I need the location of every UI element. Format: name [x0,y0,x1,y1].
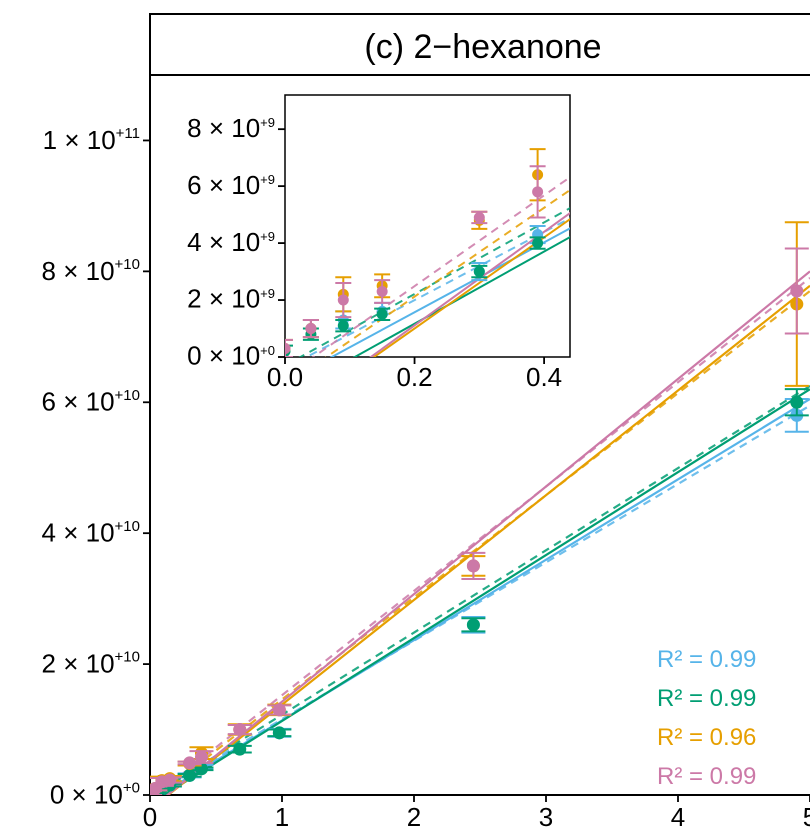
main-y-tick-label: 2 × 10+10 [42,648,140,678]
main-x-tick-label: 1 [275,802,289,832]
data-point-pink [157,773,182,787]
main-y-tick-label: 0 × 10+0 [50,779,140,809]
fit-line-dashed-blue [152,404,810,795]
main-x-tick-label: 4 [671,802,685,832]
inset-x-tick-label: 0.4 [526,362,562,392]
main-x-tick-label: 5 [803,802,810,832]
main-x-tick-label: 0 [143,802,157,832]
inset-data-points [285,143,733,357]
r2-annotations: R² = 0.99 R² = 0.99 R² = 0.96 R² = 0.99 [657,646,756,790]
data-point-green [374,307,391,321]
data-point-green [461,617,486,633]
fit-line-green [162,388,810,795]
data-point-green [529,236,546,250]
data-point-pink [227,723,252,737]
data-point-pink [189,750,214,764]
r2-orange: R² = 0.96 [657,724,756,751]
data-point-pink [374,279,391,304]
data-point-pink [784,247,809,335]
main-fit-lines [151,270,810,795]
data-point-pink [267,703,292,717]
data-point-green [335,318,352,333]
data-point-pink [335,281,352,319]
inset-y-tick-label: 8 × 10+9 [187,113,275,143]
data-point-pink [529,165,546,219]
main-y-tick-label: 6 × 10+10 [42,387,140,417]
inset-background [284,94,571,358]
main-data-points [150,221,809,795]
data-point-pink [461,551,486,580]
inset-y-tick-label: 6 × 10+9 [187,170,275,200]
inset-x-tick-label: 0.0 [267,362,303,392]
main-x-tick-label: 2 [407,802,421,832]
fit-line-dashed-pink [154,277,810,795]
data-point-green [267,726,292,740]
r2-green: R² = 0.99 [657,685,756,712]
inset-x-tick-label: 0.2 [396,362,432,392]
data-point-pink [471,210,488,225]
fit-line-dashed-green [151,384,810,795]
inset-y-tick-label: 4 × 10+9 [187,227,275,257]
main-y-tick-label: 4 × 10+10 [42,518,140,548]
main-x-tick-label: 3 [539,802,553,832]
main-axis-ticks: 0 1 2 3 4 5 0 × 10+0 2 × 10+10 4 × 10+10 6 × 10+1… [42,125,810,832]
inset-y-tick-label: 2 × 10+9 [187,284,275,314]
data-point-green [717,143,733,171]
main-y-tick-label: 1 × 10+11 [43,125,140,155]
inset-y-tick-label: 0 × 10+0 [187,341,275,371]
data-point-pink [285,338,293,357]
fit-line-pink [165,270,810,795]
main-y-tick-label: 8 × 10+10 [42,256,140,286]
data-point-pink [302,318,319,339]
title-strip [149,13,810,76]
data-point-green [227,742,252,756]
data-point-green [471,264,488,279]
data-point-green [784,388,809,417]
inset-axis-ticks: 0.0 0.2 0.4 0 × 10+0 2 × 10+9 4 × 10+9 6 × 10+… [187,113,562,392]
r2-pink: R² = 0.99 [657,763,756,790]
chart-title: (c) 2−hexanone [364,28,601,66]
r2-blue: R² = 0.99 [657,646,756,673]
